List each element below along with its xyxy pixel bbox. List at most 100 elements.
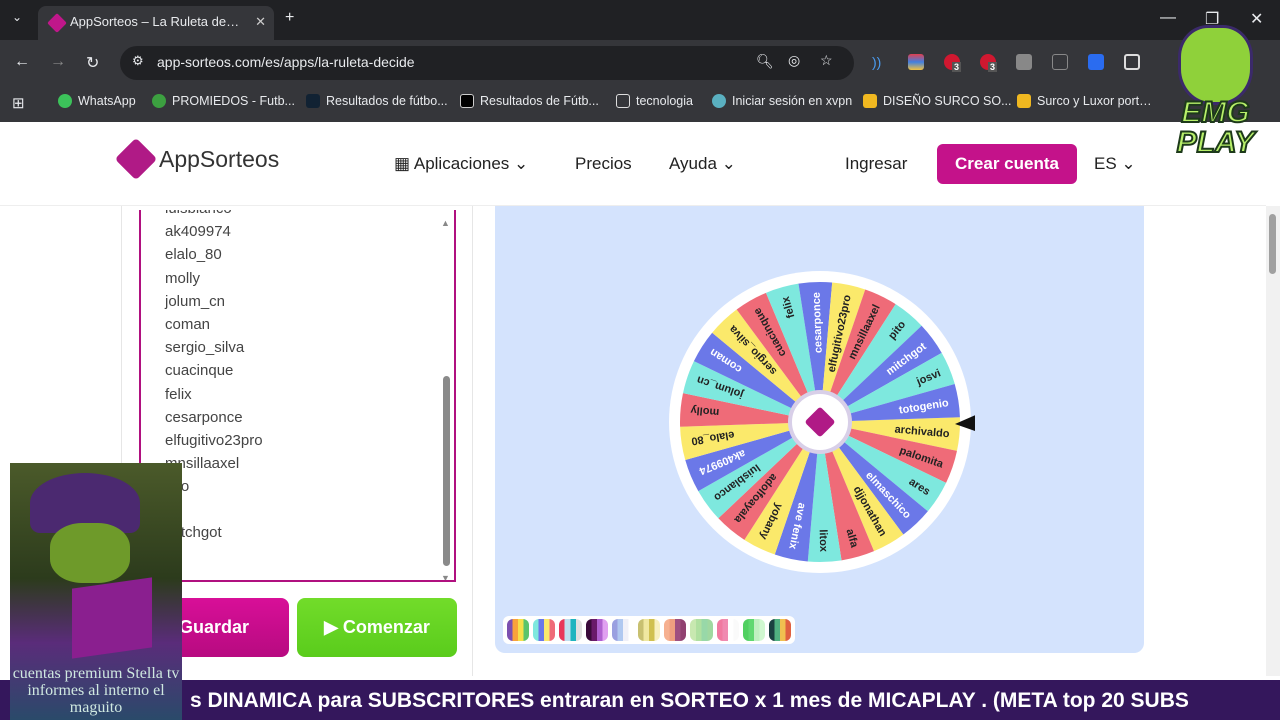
nav-aplicaciones[interactable]: ▦ Aplicaciones ⌄ bbox=[394, 154, 529, 173]
textarea-scrollbar[interactable]: ▲ ▼ bbox=[440, 210, 452, 580]
badge: 3 bbox=[988, 62, 998, 72]
entry-line: elfugitivo23pro bbox=[165, 431, 263, 449]
signup-button[interactable]: Crear cuenta bbox=[937, 144, 1077, 184]
rim-peg bbox=[730, 302, 736, 308]
page-scrollbar[interactable] bbox=[1266, 206, 1280, 676]
close-window-icon[interactable]: ✕ bbox=[1250, 11, 1264, 28]
emg-play-logo: EMG PLAY bbox=[1163, 20, 1268, 165]
apps-grid-icon[interactable]: ⊞ bbox=[12, 95, 25, 112]
spin-wheel[interactable]: archivaldopalomitaareselmaschicodjjonath… bbox=[665, 267, 975, 577]
rim-peg bbox=[830, 274, 836, 280]
rim-peg bbox=[960, 449, 966, 455]
palette-swatch[interactable] bbox=[533, 619, 556, 641]
tab-appsorteos[interactable]: AppSorteos – La Ruleta de la Suerte ✕ bbox=[38, 6, 274, 40]
promo-caption: cuentas premium Stella tv informes al in… bbox=[12, 665, 180, 716]
palette-swatch[interactable] bbox=[611, 619, 634, 641]
minimize-icon[interactable]: — bbox=[1160, 9, 1176, 26]
forward-icon[interactable]: → bbox=[50, 53, 66, 70]
wifi-extension-icon[interactable]: )) bbox=[872, 54, 882, 70]
extensions-puzzle-icon[interactable] bbox=[1124, 54, 1140, 70]
entry-line: cesarponce bbox=[165, 408, 243, 426]
rim-peg bbox=[948, 482, 954, 488]
wheel-segment bbox=[798, 282, 833, 422]
nav-precios[interactable]: Precios bbox=[575, 154, 632, 173]
entry-line: molly bbox=[165, 269, 201, 287]
rim-peg bbox=[711, 519, 717, 525]
extension-blue-icon[interactable] bbox=[1088, 54, 1104, 70]
bookmark-xvpn[interactable]: Iniciar sesión en xvpn bbox=[712, 94, 852, 108]
wheel-segment bbox=[693, 332, 820, 422]
extension-red-icon[interactable]: 3 bbox=[944, 54, 962, 72]
rim-peg bbox=[676, 459, 682, 465]
wheel-segment-label: archivaldo bbox=[894, 424, 950, 441]
rim-peg bbox=[929, 512, 935, 518]
bookmark-folder-tecnologia[interactable]: tecnologia bbox=[616, 94, 693, 108]
extension-icon[interactable] bbox=[908, 54, 924, 70]
login-link[interactable]: Ingresar bbox=[845, 154, 908, 173]
site-info-icon[interactable]: ⚙ bbox=[132, 53, 144, 68]
wheel-segment-label: litox bbox=[817, 529, 830, 553]
entry-line: felix bbox=[165, 385, 192, 403]
bookmark-promiedos[interactable]: PROMIEDOS - Futb... bbox=[152, 94, 295, 108]
wheel-segment bbox=[774, 422, 820, 562]
palette-swatch[interactable] bbox=[742, 619, 765, 641]
palette-swatch[interactable] bbox=[664, 619, 687, 641]
extension-apr-icon[interactable]: 3 bbox=[980, 54, 998, 72]
bookmark-star-icon[interactable]: ☆ bbox=[820, 52, 833, 68]
palette-swatch[interactable] bbox=[507, 619, 530, 641]
close-tab-icon[interactable]: ✕ bbox=[255, 14, 266, 29]
palette-swatch[interactable] bbox=[768, 619, 792, 641]
ticker-banner: s DINAMICA para SUBSCRITORES entraran en… bbox=[190, 680, 1280, 720]
appsorteos-logo[interactable]: AppSorteos bbox=[114, 137, 280, 181]
address-bar[interactable]: ⚙ app-sorteos.com/es/apps/la-ruleta-decid… bbox=[120, 46, 854, 80]
entry-line: cuacinque bbox=[165, 362, 234, 380]
palette-swatch[interactable] bbox=[585, 619, 608, 641]
rim-peg bbox=[839, 563, 845, 569]
reload-icon[interactable]: ↻ bbox=[86, 55, 100, 72]
palette-swatch[interactable] bbox=[559, 619, 582, 641]
scroll-up-icon: ▲ bbox=[441, 218, 450, 228]
wheel-segment bbox=[680, 422, 820, 461]
promo-overlay-image: cuentas premium Stella tv informes al in… bbox=[10, 463, 182, 720]
nav-ayuda[interactable]: Ayuda ⌄ bbox=[669, 154, 736, 173]
tab-search-icon[interactable]: ⌄ bbox=[12, 10, 23, 24]
wheel-segment bbox=[683, 361, 820, 422]
logo-text: AppSorteos bbox=[159, 145, 280, 172]
palette-swatch[interactable] bbox=[690, 619, 713, 641]
site-header: AppSorteos ▦ Aplicaciones ⌄ Precios Ayud… bbox=[0, 122, 1266, 206]
start-button[interactable]: ▶ Comenzar bbox=[297, 598, 457, 657]
bookmark-resultados-1[interactable]: Resultados de fútbo... bbox=[306, 94, 448, 108]
bookmarks-bar: ⊞ WhatsApp PROMIEDOS - Futb... Resultado… bbox=[0, 86, 1280, 122]
rim-peg bbox=[738, 542, 744, 548]
chevron-down-icon: ⌄ bbox=[721, 154, 736, 173]
new-tab-icon[interactable]: + bbox=[285, 9, 295, 26]
rim-peg bbox=[896, 296, 902, 302]
wheel-segment bbox=[820, 289, 896, 422]
bookmark-diseno-surco[interactable]: DISEÑO SURCO SO... bbox=[863, 94, 1012, 108]
back-icon[interactable]: ← bbox=[14, 53, 30, 70]
scroll-thumb[interactable] bbox=[443, 376, 450, 566]
rim-peg bbox=[804, 564, 810, 570]
language-selector[interactable]: ES ⌄ bbox=[1094, 154, 1136, 173]
zoom-icon[interactable]: 🔍︎ bbox=[756, 53, 774, 69]
bookmark-resultados-2[interactable]: Resultados de Fútb... bbox=[460, 94, 599, 108]
restore-icon[interactable]: ❐ bbox=[1205, 11, 1220, 28]
wheel-segment-label: molly bbox=[689, 404, 720, 419]
chevron-down-icon: ⌄ bbox=[514, 154, 529, 173]
wheel-segment bbox=[765, 283, 820, 422]
palette-swatch[interactable] bbox=[637, 619, 661, 641]
palette-swatch[interactable] bbox=[716, 619, 739, 641]
pip-icon[interactable] bbox=[1052, 54, 1068, 70]
entry-line: coman bbox=[165, 315, 211, 333]
bookmark-whatsapp[interactable]: WhatsApp bbox=[58, 94, 136, 108]
bookmark-surco-luxor[interactable]: Surco y Luxor porta... bbox=[1017, 94, 1155, 108]
wheel-segment bbox=[820, 422, 957, 483]
extension-s-icon[interactable] bbox=[1016, 54, 1032, 70]
url-text: app-sorteos.com/es/apps/la-ruleta-decide bbox=[157, 54, 415, 70]
wheel-segment bbox=[820, 422, 875, 561]
wheel-segment bbox=[718, 422, 820, 540]
eye-off-icon[interactable]: ◎ bbox=[788, 52, 801, 68]
wheel-segment bbox=[820, 352, 955, 422]
wheel-segment-label: alfa bbox=[843, 527, 860, 549]
